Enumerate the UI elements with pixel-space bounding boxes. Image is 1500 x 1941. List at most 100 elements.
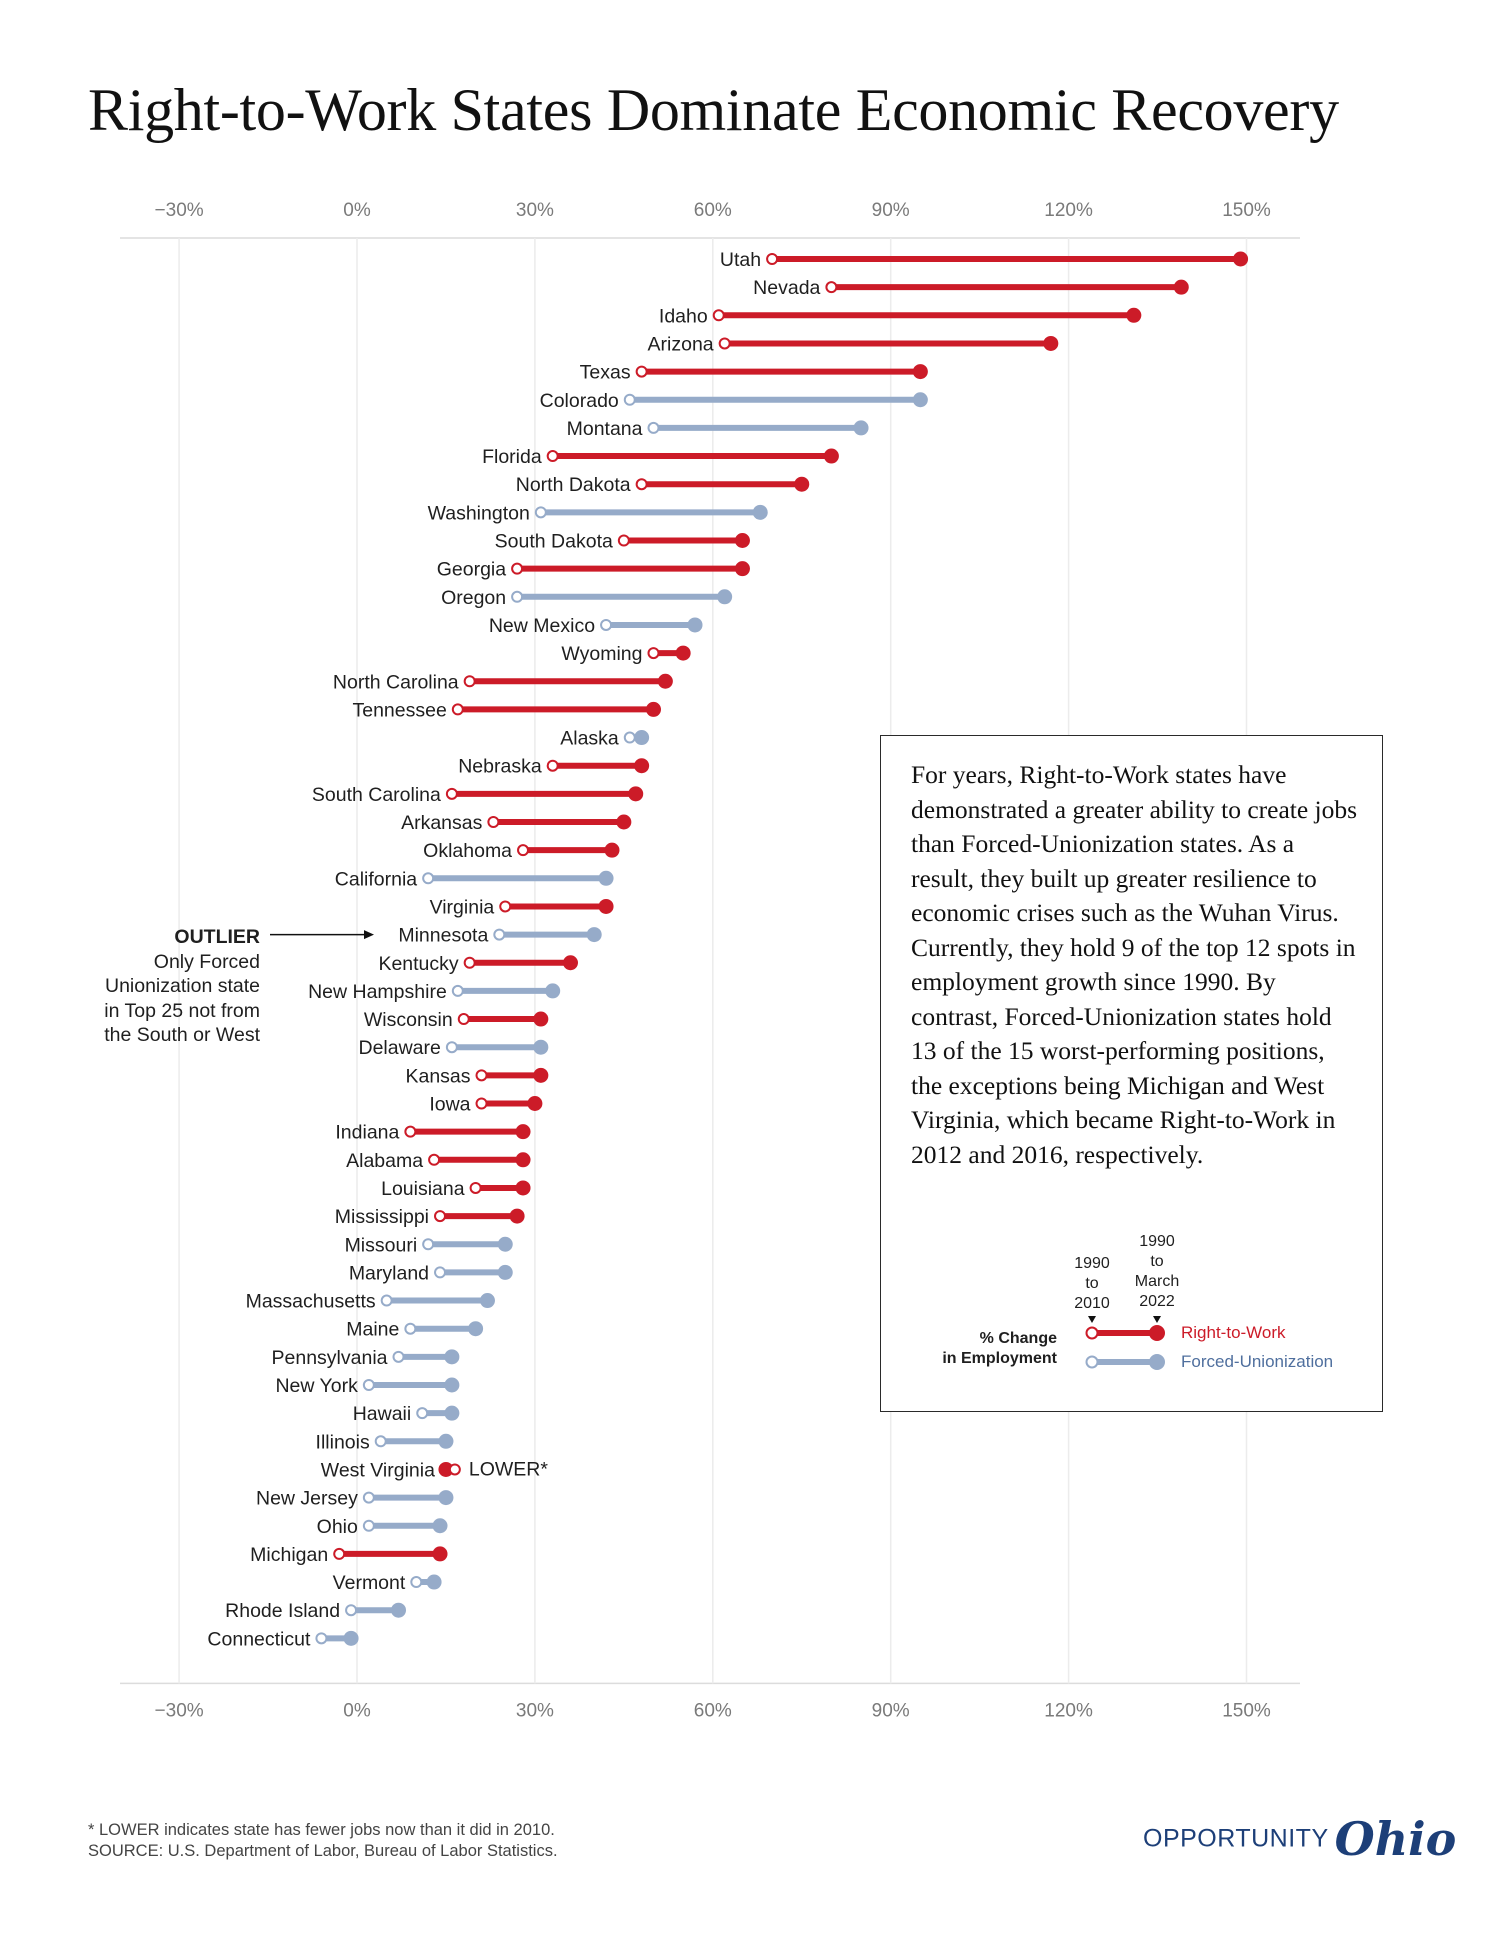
- state-label: Maryland: [349, 1262, 429, 1284]
- state-2010-dot: [475, 1097, 488, 1110]
- state-label: New Jersey: [256, 1488, 358, 1510]
- outlier-line: Only Forced: [153, 950, 260, 973]
- legend-measure-label: in Employment: [942, 1350, 1057, 1367]
- state-row: Nevada: [753, 277, 1189, 299]
- state-2022-dot: [1173, 279, 1189, 295]
- state-label: Tennessee: [352, 699, 446, 721]
- state-row: Kentucky: [378, 953, 578, 975]
- x-axis-bottom: −30% 0% 30% 60% 90% 120% 150%: [155, 1700, 1271, 1721]
- state-row: Florida: [482, 446, 839, 468]
- state-2010-dot: [448, 1463, 461, 1476]
- legend-fu-end-dot: [1149, 1354, 1165, 1370]
- state-label: Louisiana: [381, 1178, 465, 1200]
- state-label: Hawaii: [353, 1403, 412, 1425]
- state-row: Tennessee: [352, 699, 661, 721]
- state-2022-dot: [634, 730, 650, 746]
- state-label: West Virginia: [321, 1459, 435, 1481]
- state-label: New Hampshire: [308, 981, 447, 1003]
- state-2010-dot: [392, 1350, 405, 1363]
- arrow-head: [364, 930, 374, 940]
- state-label: Virginia: [430, 896, 495, 918]
- x-tick-label: 120%: [1044, 1700, 1093, 1721]
- state-2022-dot: [533, 1011, 549, 1027]
- brand-script: Ohio: [1334, 1812, 1457, 1866]
- state-2022-dot: [794, 476, 810, 492]
- x-tick-label: 90%: [872, 1700, 910, 1721]
- state-row: Georgia: [437, 559, 750, 581]
- state-row: Wyoming: [561, 643, 691, 665]
- state-2010-dot: [463, 956, 476, 969]
- legend-start-label: to: [1085, 1275, 1098, 1292]
- x-tick-label: −30%: [155, 200, 204, 221]
- state-2010-dot: [362, 1379, 375, 1391]
- state-2010-dot: [451, 984, 464, 997]
- state-2022-dot: [497, 1264, 513, 1280]
- state-2022-dot: [426, 1574, 442, 1590]
- brand-word: OPPORTUNITY: [1143, 1824, 1329, 1853]
- x-gridlines: [120, 237, 1300, 1685]
- state-2010-dot: [600, 618, 613, 631]
- state-2010-dot: [333, 1547, 346, 1560]
- info-box: For years, Right-to-Work states have dem…: [880, 735, 1383, 1412]
- state-label: Pennsylvania: [272, 1347, 388, 1369]
- state-2010-dot: [463, 675, 476, 688]
- state-row: South Carolina: [312, 784, 644, 806]
- state-2022-dot: [675, 645, 691, 661]
- state-row: Massachusetts: [246, 1291, 495, 1313]
- source-line: SOURCE: U.S. Department of Labor, Bureau…: [88, 1842, 558, 1860]
- state-2022-dot: [527, 1096, 543, 1111]
- state-2022-dot: [586, 927, 602, 943]
- state-2010-dot: [451, 703, 464, 716]
- state-2010-dot: [422, 872, 435, 885]
- state-2022-dot: [444, 1377, 460, 1393]
- state-label: Georgia: [437, 559, 507, 581]
- state-2022-dot: [734, 561, 750, 577]
- state-row: Indiana: [335, 1122, 531, 1144]
- state-2022-dot: [497, 1236, 513, 1252]
- x-tick-label: 150%: [1222, 200, 1271, 221]
- state-row: Montana: [567, 418, 869, 440]
- state-row: South Dakota: [495, 531, 750, 553]
- state-row: Alabama: [346, 1150, 531, 1172]
- state-row: Missouri: [345, 1234, 513, 1256]
- state-label: Montana: [567, 418, 643, 440]
- state-label: New York: [275, 1375, 358, 1397]
- state-row: Connecticut: [207, 1628, 359, 1650]
- state-2022-dot: [853, 420, 869, 436]
- state-label: Kentucky: [378, 953, 458, 975]
- state-2010-dot: [825, 281, 838, 294]
- state-label: Colorado: [540, 390, 619, 412]
- state-2010-dot: [647, 421, 660, 434]
- state-2010-dot: [718, 337, 731, 350]
- state-2022-dot: [717, 589, 733, 605]
- x-tick-label: 30%: [516, 1700, 554, 1721]
- legend-end-pointer: [1153, 1316, 1161, 1323]
- state-row: Colorado: [540, 390, 928, 412]
- state-rows: Utah Nevada Idaho Arizona Texas Colorado Monta…: [207, 249, 1249, 1650]
- state-2010-dot: [380, 1294, 393, 1307]
- state-2010-dot: [766, 253, 779, 265]
- state-row: New Mexico: [489, 615, 703, 637]
- state-2010-dot: [445, 1041, 458, 1054]
- footnote-line: * LOWER indicates state has fewer jobs n…: [88, 1821, 555, 1839]
- state-label: New Mexico: [489, 615, 595, 637]
- state-2022-dot: [444, 1405, 460, 1421]
- state-2010-dot: [511, 562, 524, 575]
- state-2022-dot: [468, 1321, 484, 1337]
- state-annotation: LOWER*: [469, 1458, 549, 1480]
- state-2022-dot: [657, 673, 673, 689]
- outlier-arrow: [270, 930, 374, 940]
- state-row: Kansas: [405, 1065, 549, 1087]
- info-box-text: For years, Right-to-Work states have dem…: [911, 760, 1358, 1169]
- state-2010-dot: [493, 928, 506, 941]
- state-label: Minnesota: [398, 925, 488, 947]
- state-2022-dot: [515, 1124, 531, 1140]
- state-label: North Dakota: [516, 474, 631, 496]
- state-row: Washington: [428, 502, 768, 524]
- state-2022-dot: [616, 814, 632, 830]
- state-row: Maine: [346, 1319, 484, 1341]
- state-2022-dot: [1043, 335, 1059, 351]
- state-label: Oregon: [441, 587, 506, 609]
- state-2010-dot: [404, 1125, 417, 1138]
- state-label: Ohio: [317, 1516, 358, 1538]
